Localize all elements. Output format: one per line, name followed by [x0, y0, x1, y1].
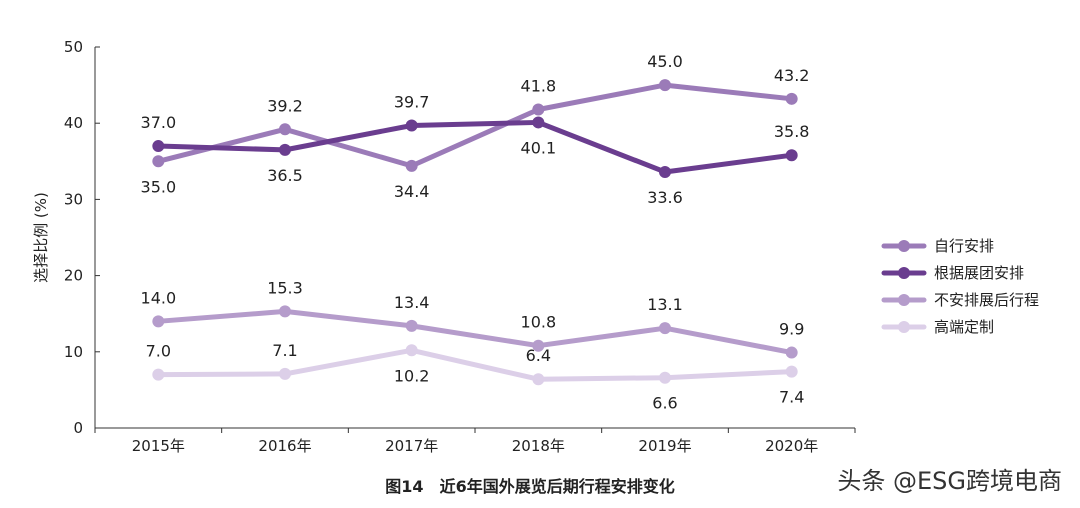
legend-label: 不安排展后行程	[934, 291, 1039, 309]
data-point	[405, 119, 418, 132]
data-label: 40.1	[521, 138, 557, 157]
x-tick-label: 2018年	[512, 437, 565, 455]
watermark: 头条 @ESG跨境电商	[837, 467, 1062, 495]
data-point	[785, 149, 798, 162]
x-tick-label: 2019年	[638, 437, 691, 455]
data-label: 10.2	[394, 366, 430, 385]
data-label: 34.4	[394, 182, 430, 201]
y-axis-label: 选择比例 (%)	[32, 192, 50, 283]
data-point	[405, 159, 418, 172]
legend-label: 高端定制	[934, 318, 994, 336]
data-label: 10.8	[521, 313, 557, 332]
data-point	[532, 373, 545, 386]
axes	[94, 46, 856, 433]
data-label: 13.4	[394, 293, 430, 312]
data-label: 15.3	[267, 278, 303, 297]
data-point	[279, 367, 291, 380]
series-layer	[152, 79, 798, 386]
series-line	[155, 82, 795, 169]
data-label: 39.2	[267, 96, 303, 115]
series-line	[155, 308, 795, 356]
data-label: 36.5	[267, 166, 303, 185]
data-point	[785, 92, 798, 105]
data-label: 7.1	[272, 341, 297, 360]
legend-swatch-marker	[898, 240, 910, 252]
legend-item: 不安排展后行程	[881, 291, 1039, 309]
data-point	[279, 305, 291, 318]
x-tick-label: 2016年	[258, 437, 311, 455]
data-label: 35.0	[141, 177, 177, 196]
data-point	[785, 346, 798, 359]
data-point	[532, 339, 545, 352]
data-point	[152, 315, 165, 328]
data-point	[405, 344, 418, 357]
y-tick-label: 20	[64, 267, 83, 285]
data-point	[279, 123, 291, 136]
series-3	[152, 344, 798, 386]
data-point	[532, 116, 545, 129]
legend-label: 自行安排	[934, 237, 994, 255]
legend-swatch-marker	[898, 294, 910, 306]
data-label: 6.4	[526, 346, 551, 365]
y-tick-label: 40	[64, 114, 83, 132]
data-label: 45.0	[647, 52, 683, 71]
data-label: 43.2	[774, 66, 810, 85]
data-point	[659, 165, 671, 178]
data-label: 33.6	[647, 188, 683, 207]
legend-label: 根据展团安排	[934, 264, 1024, 282]
y-tick-label: 0	[73, 419, 83, 437]
data-point	[152, 368, 165, 381]
data-point	[785, 365, 798, 378]
data-label: 35.8	[774, 122, 810, 141]
series-0	[152, 79, 798, 172]
data-point	[152, 140, 165, 153]
legend-item: 高端定制	[881, 318, 994, 336]
data-point	[659, 371, 671, 384]
data-label: 14.0	[141, 288, 177, 307]
data-label: 7.4	[779, 388, 804, 407]
y-tick-label: 30	[64, 190, 83, 208]
data-point	[659, 79, 671, 92]
data-label: 7.0	[146, 342, 171, 361]
legend-item: 自行安排	[881, 237, 994, 255]
x-tick-label: 2017年	[385, 437, 438, 455]
series-1	[152, 116, 798, 178]
y-tick-label: 50	[64, 38, 83, 56]
series-2	[152, 305, 798, 359]
legend-swatch-marker	[898, 267, 910, 279]
data-label: 6.6	[652, 394, 677, 413]
legend-item: 根据展团安排	[881, 264, 1024, 282]
series-line	[155, 347, 795, 382]
series-line	[155, 119, 795, 175]
data-label: 41.8	[521, 76, 557, 95]
x-tick-label: 2020年	[765, 437, 818, 455]
data-point	[532, 103, 545, 116]
data-label: 13.1	[647, 295, 683, 314]
data-label: 37.0	[141, 113, 177, 132]
data-label: 9.9	[779, 320, 804, 339]
legend-swatch-marker	[898, 321, 910, 333]
tick-labels: 0 10 20 30 40 50 2015年 2016年 2017年 2018年 2019年 2020…	[64, 38, 818, 455]
data-point	[659, 322, 671, 335]
y-tick-label: 10	[64, 343, 83, 361]
data-point	[152, 155, 165, 168]
data-labels: 35.0 39.2 34.4 41.8 45.0 43.2 37.0 36.5 39.7 40.1…	[141, 52, 810, 413]
data-label: 39.7	[394, 92, 430, 111]
data-point	[279, 143, 291, 156]
data-point	[405, 319, 418, 332]
x-tick-label: 2015年	[132, 437, 185, 455]
chart-title: 图14 近6年国外展览后期行程安排变化	[385, 477, 674, 496]
